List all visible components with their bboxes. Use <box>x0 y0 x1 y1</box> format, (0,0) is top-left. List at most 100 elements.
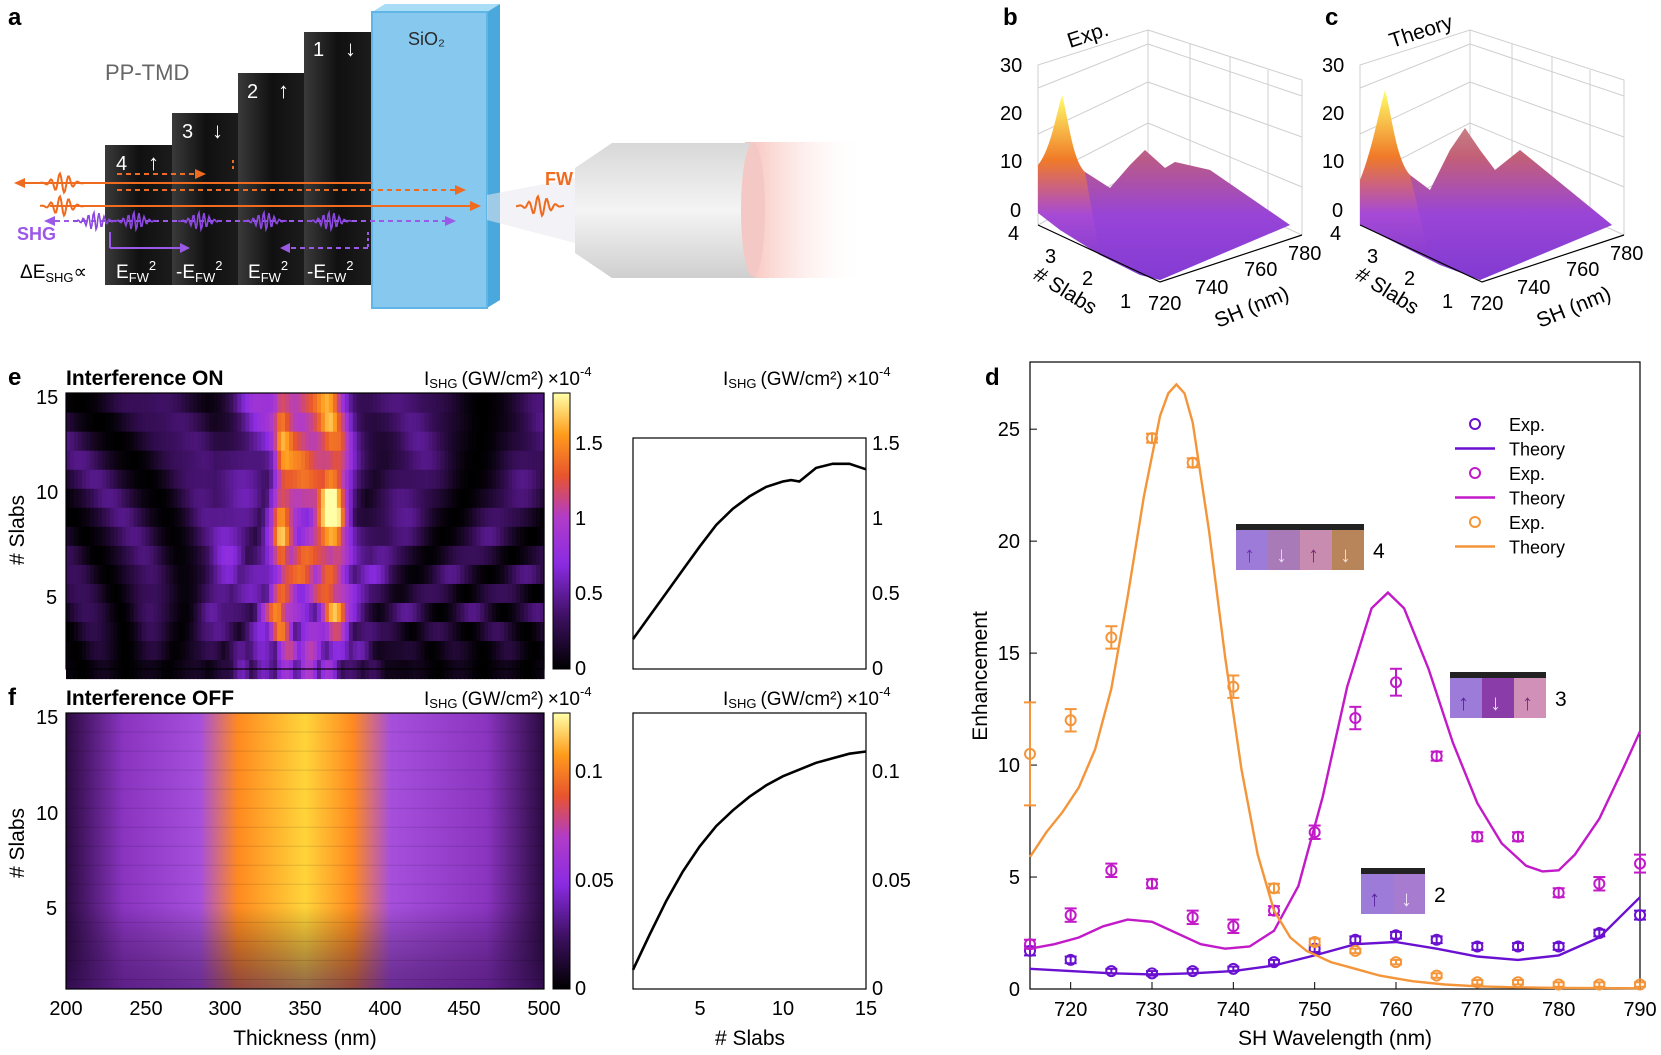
e-heatmap-cell <box>253 545 258 565</box>
e-heatmap-cell <box>165 507 171 527</box>
e-heatmap-cell <box>468 640 473 661</box>
e-heatmap-cell <box>73 583 79 603</box>
e-heatmap-cell <box>269 393 274 413</box>
e-line-ytick: 1 <box>872 508 883 530</box>
d-xtick-label: 790 <box>1623 999 1656 1021</box>
e-heatmap-cell <box>484 526 489 546</box>
e-heatmap-cell <box>480 526 485 546</box>
e-heatmap-cell <box>129 412 135 432</box>
e-heatmap-cell <box>420 621 426 642</box>
e-heatmap-cell <box>245 412 250 432</box>
e-heatmap-cell <box>233 488 238 508</box>
e-heatmap-cell <box>440 526 446 546</box>
e-heatmap-cell <box>540 583 545 603</box>
d-exp-point <box>1308 826 1321 839</box>
e-heatmap-cell <box>380 412 386 432</box>
e-heatmap-cell <box>197 412 203 432</box>
e-heatmap-cell <box>221 507 226 527</box>
e-heatmap-cell <box>109 621 115 642</box>
e-heatmap-cell <box>89 602 95 623</box>
e-heatmap-cell <box>105 545 111 565</box>
e-heatmap-cell <box>476 431 481 451</box>
e-heatmap-cell <box>221 488 226 508</box>
e-heatmap-cell <box>392 412 398 432</box>
d-exp-point <box>1186 456 1199 469</box>
e-heatmap-cell <box>177 488 183 508</box>
e-heatmap-cell <box>344 526 350 546</box>
e-heatmap-cell <box>161 564 167 584</box>
e-heatmap-cell <box>97 469 103 489</box>
e-heatmap-cell <box>169 412 175 432</box>
e-heatmap-cell <box>161 450 167 470</box>
e-heatmap-cell <box>512 393 517 413</box>
e-heatmap-cell <box>520 488 525 508</box>
e-heatmap-cell <box>536 545 541 565</box>
e-heatmap-cell <box>141 412 147 432</box>
e-heatmap-cell <box>145 488 151 508</box>
d-legend-label: Exp. <box>1509 464 1545 484</box>
e-heatmap-cell <box>324 545 330 565</box>
e-heatmap-cell <box>532 602 537 623</box>
e-heatmap-cell <box>528 393 533 413</box>
e-heatmap-cell <box>66 469 71 489</box>
e-heatmap-cell <box>249 583 254 603</box>
e-heatmap-cell <box>404 602 410 623</box>
e-heatmap-cell <box>145 450 151 470</box>
e-heatmap-cell <box>472 564 477 584</box>
e-heatmap-cell <box>436 545 442 565</box>
e-heatmap-cell <box>420 583 426 603</box>
e-heatmap-cell <box>524 507 529 527</box>
f-line-xtick: 15 <box>855 998 877 1020</box>
e-heatmap-cell <box>293 431 298 451</box>
d-exp-point <box>1512 940 1524 953</box>
e-heatmap-cell <box>340 393 346 413</box>
e-heatmap-cell <box>209 507 214 527</box>
e-heatmap-cell <box>101 621 107 642</box>
e-heatmap-cell <box>364 602 370 623</box>
e-heatmap-cell <box>165 488 171 508</box>
e-heatmap-cell <box>436 488 442 508</box>
e-heatmap-cell <box>520 640 525 661</box>
e-heatmap-cell <box>265 412 270 432</box>
e-heatmap-cell <box>336 431 342 451</box>
e-heatmap-cell <box>456 545 461 565</box>
e-heatmap-cell <box>257 450 262 470</box>
e-heatmap-cell <box>464 545 469 565</box>
e-heatmap-cell <box>500 621 505 642</box>
e-heatmap-cell <box>109 393 115 413</box>
e-heatmap-cell <box>320 621 326 642</box>
e-heatmap-cell <box>364 507 370 527</box>
e-heatmap-cell <box>524 583 529 603</box>
e-heatmap-cell <box>241 488 246 508</box>
e-heatmap-cell <box>81 640 87 661</box>
e-heatmap-cell <box>229 640 234 661</box>
e-heatmap-cell <box>368 507 374 527</box>
e-heatmap-cell <box>165 602 171 623</box>
e-heatmap-cell <box>281 488 286 508</box>
e-heatmap-cell <box>137 564 143 584</box>
e-heatmap-cell <box>456 640 461 661</box>
e-heatmap-cell <box>532 507 537 527</box>
d-exp-point <box>1146 967 1158 980</box>
e-heatmap-cell <box>169 507 175 527</box>
e-heatmap-cell <box>269 469 274 489</box>
e-heatmap-cell <box>97 564 103 584</box>
e-heatmap-cell <box>201 602 207 623</box>
e-heatmap-cell <box>229 545 234 565</box>
e-heatmap-cell <box>189 526 195 546</box>
e-heatmap-cell <box>141 507 147 527</box>
e-heatmap-cell <box>237 488 242 508</box>
e-heatmap-cell <box>432 583 438 603</box>
e-heatmap-cell <box>145 545 151 565</box>
e-heatmap-cell <box>305 545 310 565</box>
e-heatmap-cell <box>69 526 75 546</box>
e-heatmap-cell <box>77 583 83 603</box>
e-heatmap-cell <box>281 393 286 413</box>
e-heatmap-cell <box>261 412 266 432</box>
e-heatmap-cell <box>508 583 513 603</box>
e-heatmap-cell <box>149 640 155 661</box>
e-heatmap-cell <box>424 469 430 489</box>
e-heatmap-cell <box>376 545 382 565</box>
e-heatmap-cell <box>448 526 453 546</box>
